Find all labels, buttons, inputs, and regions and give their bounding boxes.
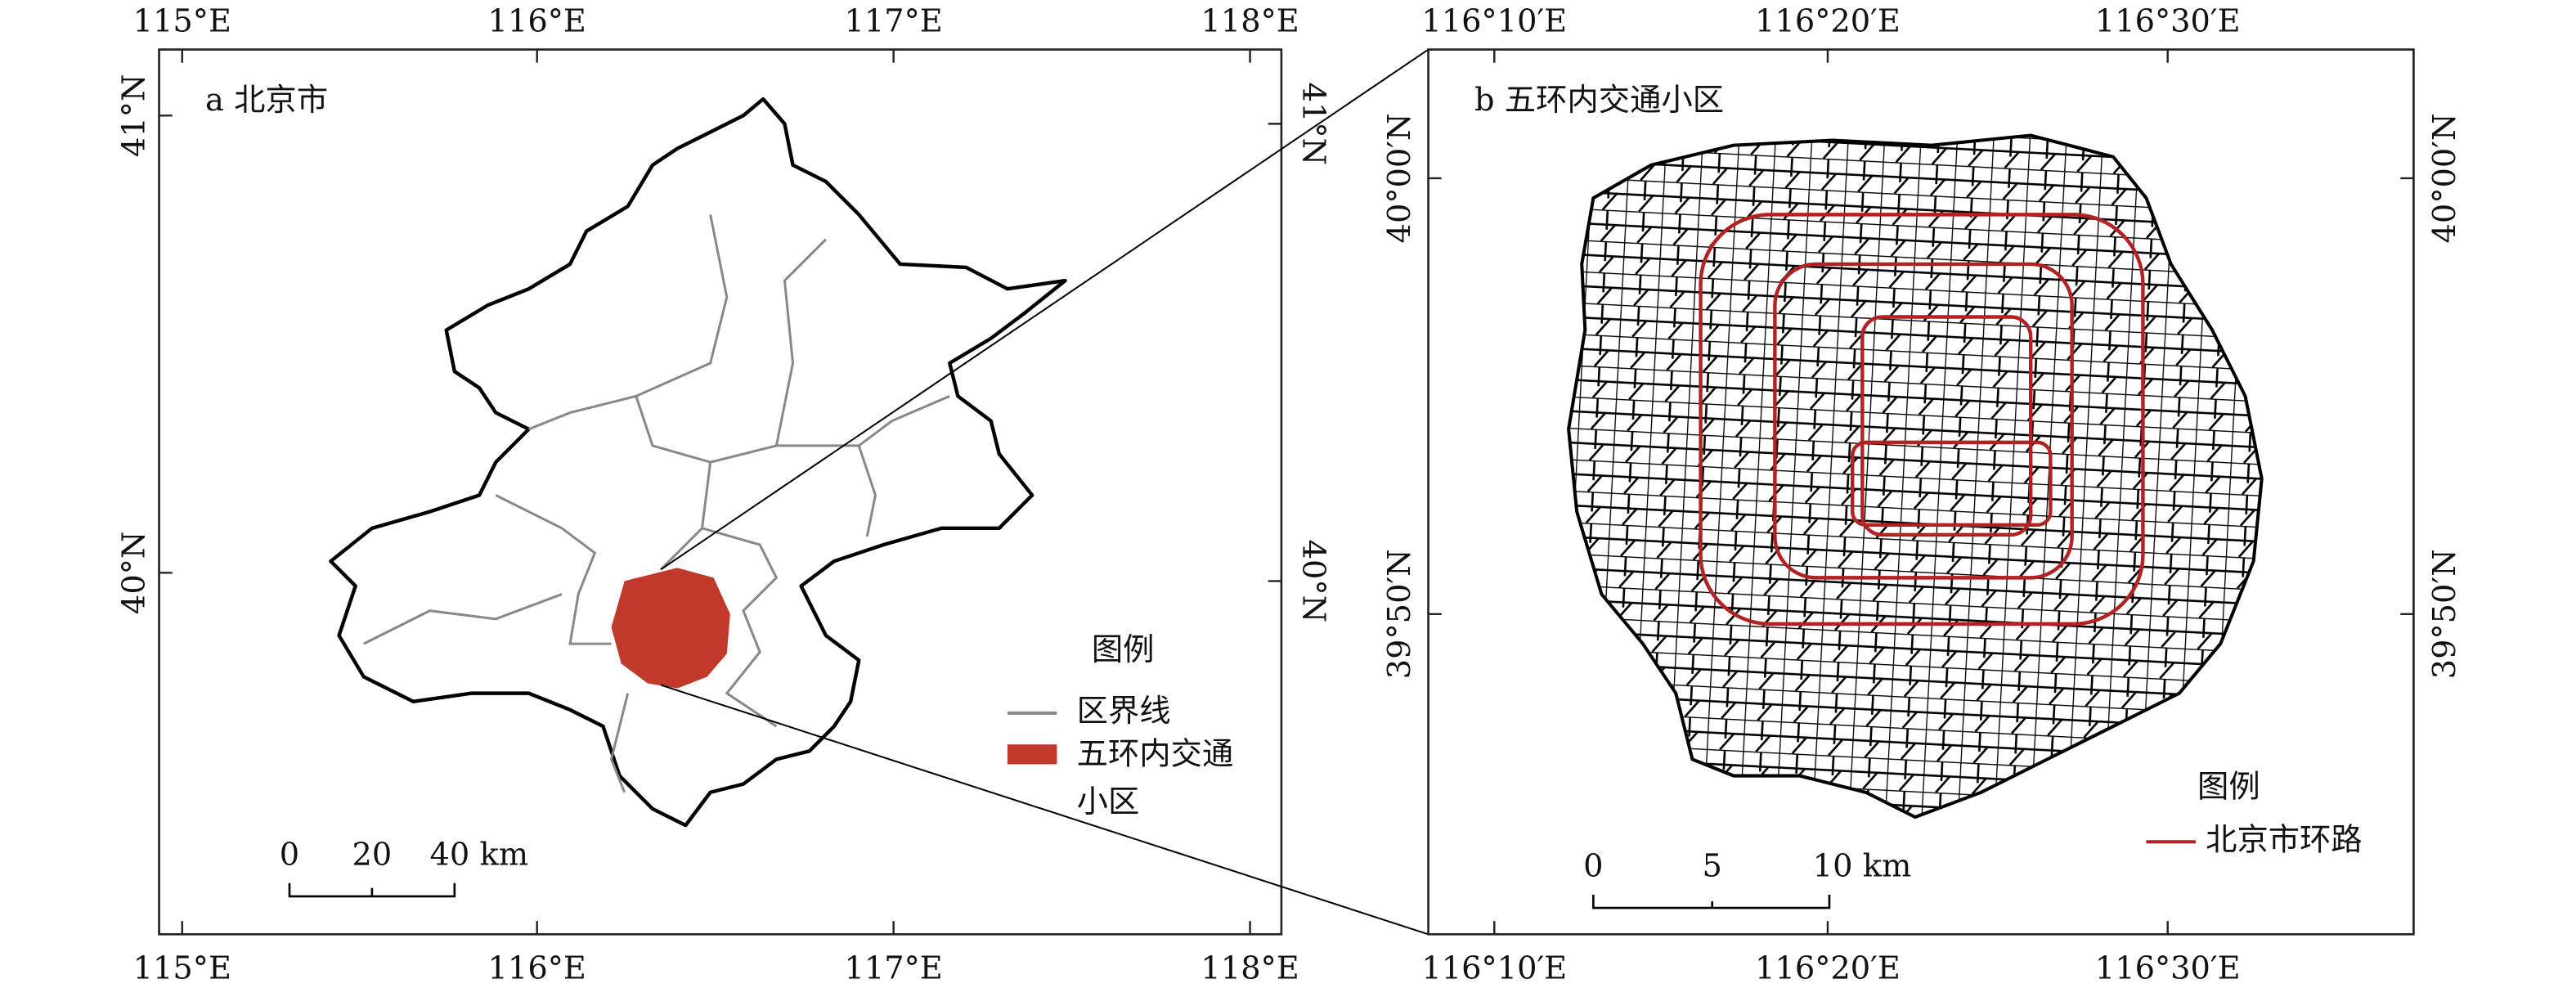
traffic-zones [1568,135,2262,818]
scale-label: 40 km [430,836,529,873]
lon-label: 117°E [844,2,942,39]
lat-label: 40°00′N [1381,113,1418,243]
lat-label: 41°N [1295,83,1331,165]
scale-label: 20 [352,836,393,873]
lon-label: 116°10′E [1421,950,1567,987]
panel-a: 115°E 116°E 117°E 118°E 115°E 116°E 117°… [115,2,1429,987]
scale-bar [1592,894,1831,909]
legend-label: 五环内交通 [1077,735,1234,772]
scale-label: 10 km [1813,848,1912,885]
scale-label: 0 [280,836,299,873]
scale-label: 0 [1583,848,1603,885]
lat-label: 39°50′N [1381,549,1418,679]
scale-bar [288,882,456,898]
scale-label: 5 [1702,848,1721,885]
legend-swatch [1007,744,1057,765]
legend-title: 图例 [1092,631,1155,668]
map-frame [1427,48,2415,936]
legend-label: 小区 [1077,784,1140,820]
lon-label: 116°30′E [2095,2,2241,39]
lon-label: 118°E [1200,950,1299,987]
zoom-line [660,48,1429,571]
beijing-outline [329,97,1067,828]
legend-title: 图例 [2197,769,2260,806]
lon-label: 116°30′E [2095,950,2241,987]
lat-label: 41°N [115,74,152,157]
panel-label: b 五环内交通小区 [1474,82,1724,119]
frame-ticks [159,49,1281,935]
lat-label: 40°N [1295,540,1331,622]
lon-label: 115°E [133,950,231,987]
district-boundaries [363,214,950,793]
lon-label: 116°E [488,950,586,987]
zoom-line [660,684,1429,936]
ring-roads [1699,213,2145,626]
lon-label: 118°E [1200,2,1299,39]
legend-label: 区界线 [1077,693,1171,730]
study-area [611,568,730,689]
lon-label: 116°10′E [1421,2,1567,39]
zone-outline [1567,133,2264,820]
lon-label: 115°E [133,2,231,39]
lon-label: 116°20′E [1755,2,1901,39]
lat-label: 40°N [115,532,152,614]
lat-label: 40°00′N [2426,113,2463,243]
lon-label: 116°20′E [1755,950,1901,987]
lon-label: 116°E [488,2,586,39]
map-frame [158,48,1283,936]
legend-label: 北京市环路 [2206,821,2363,858]
panel-label: a 北京市 [205,82,328,119]
lon-label: 117°E [844,950,942,987]
lat-label: 39°50′N [2426,549,2463,679]
panel-b: 116°10′E 116°20′E 116°30′E 116°10′E 116°… [1381,2,2463,986]
frame-ticks [1428,49,2414,935]
